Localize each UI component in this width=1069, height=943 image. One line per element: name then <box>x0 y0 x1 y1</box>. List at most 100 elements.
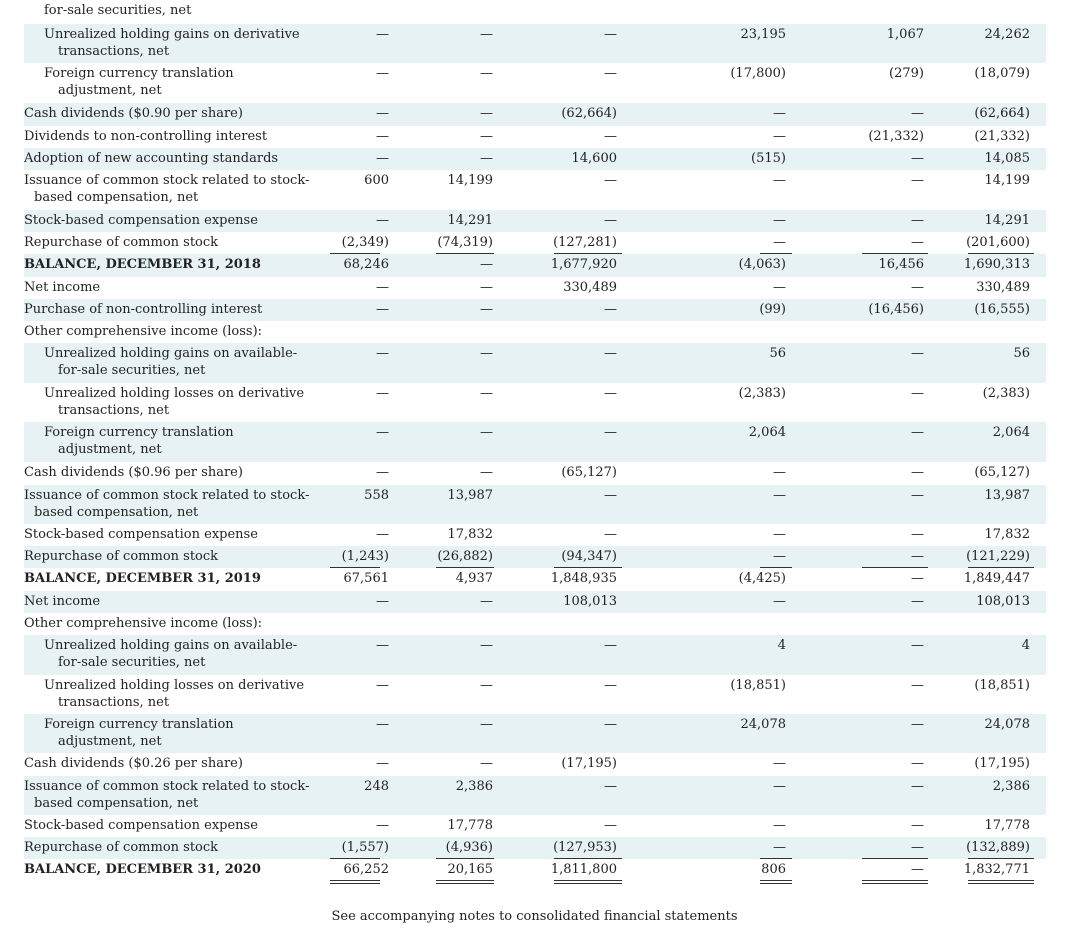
cell-value: 806 <box>761 862 786 877</box>
cell-value: — <box>604 717 617 732</box>
row-label: Issuance of common stock related to stoc… <box>24 778 314 812</box>
cell-value: — <box>773 756 786 771</box>
cell-value: 1,849,447 <box>963 571 1030 586</box>
cell-value: (2,383) <box>982 386 1030 401</box>
cell-value: — <box>376 717 389 732</box>
row-label-line: Cash dividends ($0.96 per share) <box>24 465 243 480</box>
cell-value: (18,851) <box>730 678 786 693</box>
table-row: Net income — — 108,013 — — 108,013 <box>24 591 1046 613</box>
subtotal-rule <box>330 883 380 884</box>
cell-value: — <box>480 465 493 480</box>
row-label: Other comprehensive income (loss): <box>24 615 314 632</box>
row-label-continuation: based compensation, net <box>34 505 199 520</box>
cell-value: — <box>604 386 617 401</box>
row-label: Stock-based compensation expense <box>24 526 314 543</box>
cell-value: (18,851) <box>974 678 1030 693</box>
row-label-line: Unrealized holding gains on available- <box>44 346 298 361</box>
cell-value: — <box>773 106 786 121</box>
cell-value: — <box>911 488 924 503</box>
row-label-line: Stock-based compensation expense <box>24 818 258 833</box>
cell-value: (2,383) <box>738 386 786 401</box>
cell-value: (1,557) <box>341 840 389 855</box>
cell-value: — <box>911 840 924 855</box>
cell-value: — <box>773 840 786 855</box>
cell-value: — <box>604 678 617 693</box>
row-label: Net income <box>24 593 314 610</box>
row-label-line: BALANCE, DECEMBER 31, 2018 <box>24 257 261 272</box>
table-row: for-sale securities, net <box>24 0 1046 24</box>
subtotal-rule <box>436 567 494 568</box>
cell-value: — <box>604 129 617 144</box>
cell-value: — <box>604 66 617 81</box>
cell-value: — <box>376 465 389 480</box>
cell-value: 330,489 <box>563 280 617 295</box>
row-label-line: BALANCE, DECEMBER 31, 2020 <box>24 862 261 877</box>
subtotal-rule <box>554 858 622 859</box>
row-label: BALANCE, DECEMBER 31, 2020 <box>24 861 314 878</box>
row-label-line: Dividends to non-controlling interest <box>24 129 268 144</box>
cell-value: (65,127) <box>974 465 1030 480</box>
cell-value: — <box>604 818 617 833</box>
row-label-line: Unrealized holding losses on derivative <box>44 386 305 401</box>
cell-value: 68,246 <box>343 257 390 272</box>
cell-value: 2,064 <box>748 425 786 440</box>
cell-value: — <box>376 129 389 144</box>
footer-note: See accompanying notes to consolidated f… <box>331 909 738 924</box>
row-label-continuation: based compensation, net <box>34 796 199 811</box>
cell-value: (62,664) <box>974 106 1030 121</box>
cell-value: 56 <box>1013 346 1030 361</box>
row-label-line: Stock-based compensation expense <box>24 213 258 228</box>
table-row: Issuance of common stock related to stoc… <box>24 170 1046 210</box>
row-label: Unrealized holding gains on derivative tr… <box>44 26 306 60</box>
cell-value: — <box>911 678 924 693</box>
row-label: Foreign currency translation adjustment, … <box>44 65 306 99</box>
cell-value: (26,882) <box>437 549 493 564</box>
subtotal-rule <box>760 880 792 881</box>
cell-value: 14,291 <box>447 213 494 228</box>
table-row: Foreign currency translation adjustment, … <box>24 63 1046 103</box>
cell-value: — <box>773 549 786 564</box>
cell-value: — <box>911 173 924 188</box>
cell-value: — <box>911 151 924 166</box>
cell-value: 558 <box>364 488 389 503</box>
cell-value: — <box>480 280 493 295</box>
table-row: Unrealized holding gains on available-fo… <box>24 635 1046 675</box>
cell-value: — <box>480 594 493 609</box>
cell-value: 14,199 <box>984 173 1031 188</box>
cell-value: — <box>773 779 786 794</box>
row-label-line: Unrealized holding losses on derivative <box>44 678 305 693</box>
cell-value: 67,561 <box>343 571 390 586</box>
cell-value: — <box>604 27 617 42</box>
row-label-line: Unrealized holding gains on derivative <box>44 27 300 42</box>
cell-value: 4 <box>777 638 786 653</box>
cell-value: — <box>376 151 389 166</box>
row-label-continuation: transactions, net <box>58 695 170 710</box>
cell-value: — <box>480 151 493 166</box>
cell-value: — <box>480 717 493 732</box>
cell-value: — <box>604 425 617 440</box>
table-row: BALANCE, DECEMBER 31, 2018 68,246 — 1,677,9… <box>24 254 1046 277</box>
row-label-continuation: for-sale securities, net <box>58 363 206 378</box>
cell-value: — <box>376 280 389 295</box>
subtotal-rule <box>968 858 1034 859</box>
cell-value: 23,195 <box>740 27 787 42</box>
cell-value: 1,690,313 <box>963 257 1030 272</box>
cell-value: — <box>376 638 389 653</box>
cell-value: — <box>604 213 617 228</box>
row-label-line: Net income <box>24 594 101 609</box>
cell-value: 2,064 <box>992 425 1030 440</box>
cell-value: — <box>376 818 389 833</box>
cell-value: — <box>911 717 924 732</box>
cell-value: — <box>376 425 389 440</box>
row-label-continuation: adjustment, net <box>58 83 162 98</box>
cell-value: — <box>911 571 924 586</box>
cell-value: 17,832 <box>984 527 1031 542</box>
table-row: Repurchase of common stock (2,349) (74,319… <box>24 232 1046 254</box>
subtotal-rule <box>968 883 1034 884</box>
cell-value: — <box>480 129 493 144</box>
cell-value: 4 <box>1021 638 1030 653</box>
cell-value: — <box>604 173 617 188</box>
cell-value: — <box>376 213 389 228</box>
row-label: for-sale securities, net <box>44 2 306 19</box>
subtotal-rule <box>862 883 928 884</box>
